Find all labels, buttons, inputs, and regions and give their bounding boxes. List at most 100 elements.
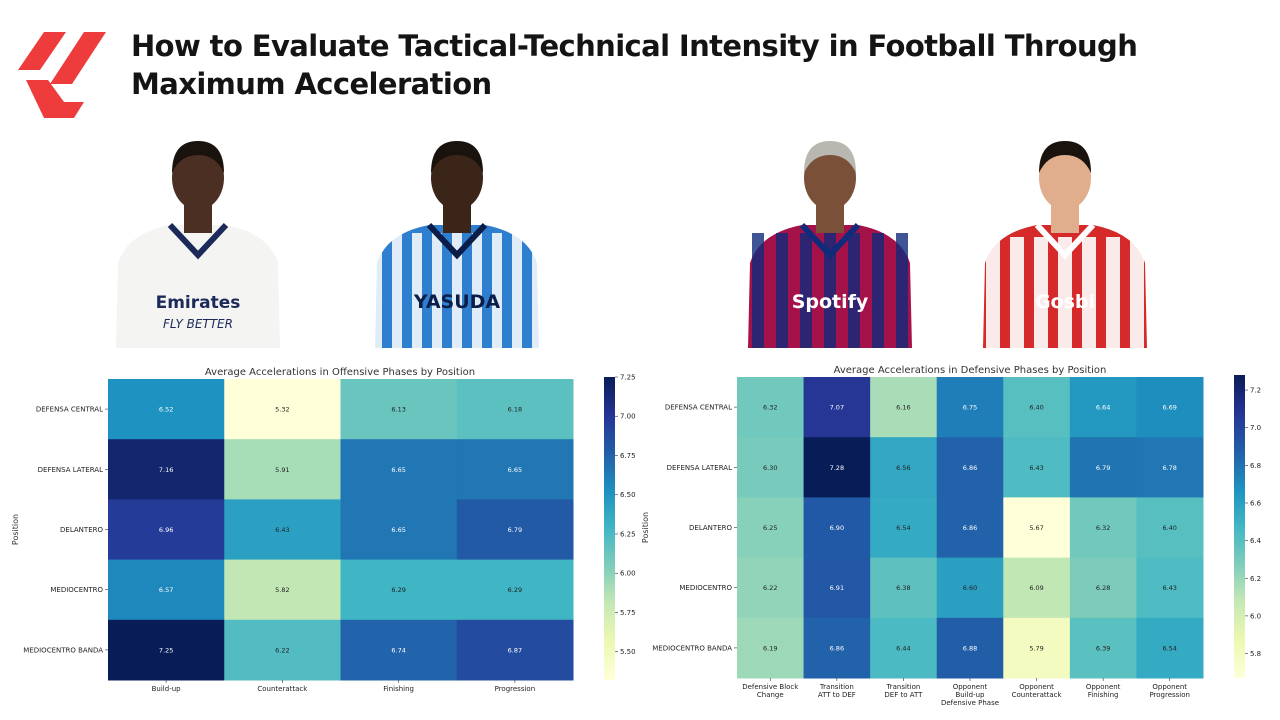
column-tick-label: Opponent	[1086, 683, 1121, 691]
cell-value-label: 6.65	[391, 526, 405, 534]
heatmap-cell	[1136, 437, 1204, 498]
head	[1039, 146, 1091, 210]
cell-value-label: 6.43	[1029, 464, 1043, 472]
column-tick-label: Progression	[495, 685, 536, 693]
heatmap-cell	[340, 439, 458, 500]
colorbar	[604, 377, 615, 680]
heatmap-cell	[1003, 437, 1071, 498]
column-tick-label: Finishing	[383, 685, 414, 693]
heatmap-cell	[340, 559, 458, 621]
cell-value-label: 6.90	[830, 524, 844, 532]
heatmap-cell	[1003, 557, 1071, 619]
heatmap-cell	[1136, 377, 1204, 438]
cell-value-label: 6.44	[896, 644, 910, 652]
heatmap-cell	[936, 497, 1004, 559]
row-tick-label: DELANTERO	[60, 526, 103, 534]
cell-value-label: 6.28	[1096, 584, 1110, 592]
heatmap-cell	[456, 559, 574, 621]
y-axis-label: Position	[11, 514, 20, 545]
heatmap-cell	[224, 619, 341, 681]
player-photo-real-sociedad: YASUDA	[372, 141, 542, 348]
column-tick-label: Change	[757, 691, 784, 699]
cell-value-label: 6.16	[896, 404, 910, 412]
cell-value-label: 6.65	[508, 466, 522, 474]
cell-value-label: 6.79	[508, 526, 522, 534]
heatmap-cell	[803, 557, 871, 619]
cell-value-label: 6.43	[275, 526, 289, 534]
heatmap-cell	[108, 439, 225, 500]
page-title: How to Evaluate Tactical-Technical Inten…	[131, 29, 1138, 101]
chart-title: Average Accelerations in Defensive Phase…	[834, 365, 1107, 376]
heatmap-cell	[737, 557, 805, 619]
cell-value-label: 6.96	[159, 526, 173, 534]
colorbar-tick-label: 6.00	[620, 570, 636, 578]
defensive-heatmap: Average Accelerations in Defensive Phase…	[641, 365, 1262, 707]
heatmap-cell	[870, 437, 938, 498]
heatmap-cell	[108, 499, 225, 561]
cell-value-label: 5.79	[1029, 644, 1043, 652]
heatmap-cell	[737, 617, 805, 679]
heatmap-cell	[456, 379, 574, 440]
column-tick-label: Opponent	[1152, 683, 1187, 691]
cell-value-label: 5.32	[275, 406, 289, 414]
heatmap-cell	[108, 379, 225, 440]
heatmap-cell	[340, 379, 458, 440]
kit-sponsor: Emirates	[156, 293, 241, 313]
colorbar-tick-label: 6.0	[1250, 612, 1261, 620]
heatmap-cell	[224, 559, 341, 621]
cell-value-label: 6.86	[830, 644, 844, 652]
heatmap-cell	[224, 499, 341, 561]
heatmap-cell	[456, 439, 574, 500]
column-tick-label: Transition	[885, 683, 920, 691]
row-tick-label: MEDIOCENTRO BANDA	[23, 646, 103, 654]
colorbar-tick-label: 6.50	[620, 491, 636, 499]
cell-value-label: 6.40	[1162, 524, 1176, 532]
cell-value-label: 7.16	[159, 466, 173, 474]
cell-value-label: 6.74	[391, 646, 405, 654]
heatmap-cell	[936, 617, 1004, 679]
heatmap-cell	[803, 497, 871, 559]
cell-value-label: 5.67	[1029, 524, 1043, 532]
heatmap-cell	[456, 499, 574, 561]
player-photo-real-madrid: Emirates FLY BETTER	[116, 141, 280, 348]
cell-value-label: 6.30	[763, 464, 777, 472]
column-tick-label: Progression	[1149, 691, 1190, 699]
column-tick-label: Counterattack	[257, 685, 308, 693]
row-tick-label: DEFENSA LATERAL	[667, 464, 732, 472]
cell-value-label: 6.54	[896, 524, 910, 532]
kit-sponsor: Gosbi	[1035, 291, 1095, 313]
heatmap-cell	[1003, 497, 1071, 559]
cell-value-label: 7.07	[830, 404, 844, 412]
cell-value-label: 6.88	[963, 644, 977, 652]
heatmap-cell	[870, 557, 938, 619]
cell-value-label: 6.32	[1096, 524, 1110, 532]
kit-sponsor: Spotify	[792, 291, 869, 313]
row-tick-label: DEFENSA LATERAL	[38, 466, 103, 474]
cell-value-label: 5.82	[275, 586, 289, 594]
heatmap-cell	[1069, 557, 1137, 619]
y-axis-label: Position	[641, 512, 650, 543]
player-photo-barcelona: Spotify	[748, 141, 912, 348]
column-tick-label: Opponent	[953, 683, 988, 691]
row-tick-label: MEDIOCENTRO	[679, 584, 732, 592]
cell-value-label: 6.78	[1162, 464, 1176, 472]
colorbar-tick-label: 6.2	[1250, 575, 1261, 583]
cell-value-label: 6.22	[763, 584, 777, 592]
cell-value-label: 6.09	[1029, 584, 1043, 592]
heatmap-cell	[1003, 617, 1071, 679]
cell-value-label: 6.29	[508, 586, 522, 594]
colorbar-tick-label: 5.8	[1250, 650, 1261, 658]
cell-value-label: 6.69	[1162, 404, 1176, 412]
heatmap-cell	[803, 617, 871, 679]
heatmap-cell	[224, 439, 341, 500]
cell-value-label: 6.40	[1029, 404, 1043, 412]
player-photo-girona: Gosbi	[983, 141, 1147, 348]
head	[172, 146, 224, 210]
heatmap-cell	[340, 499, 458, 561]
heatmap-cell	[1069, 437, 1137, 498]
kit-sponsor-tagline: FLY BETTER	[163, 317, 233, 331]
cell-value-label: 6.87	[508, 646, 522, 654]
heatmap-cell	[737, 377, 805, 438]
column-tick-label: Opponent	[1019, 683, 1054, 691]
cell-value-label: 6.86	[963, 524, 977, 532]
